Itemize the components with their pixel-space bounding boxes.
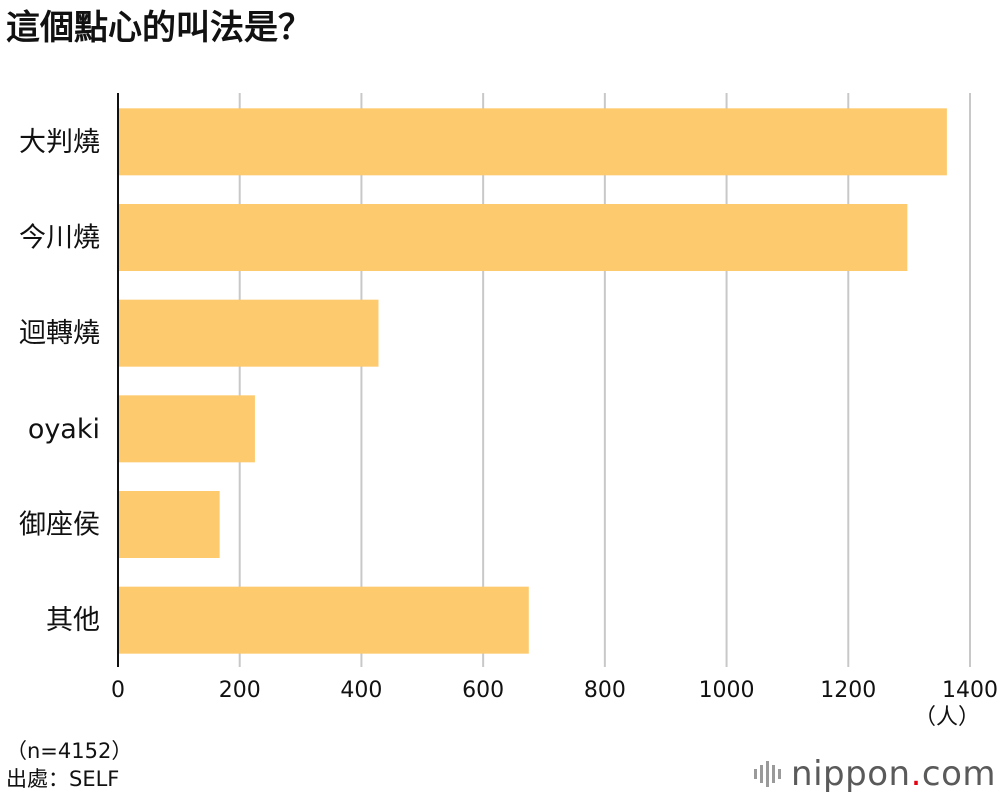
bar bbox=[118, 108, 947, 176]
bar bbox=[118, 395, 255, 463]
bar bbox=[118, 299, 379, 367]
x-tick-label: 800 bbox=[584, 678, 626, 703]
x-tick-label: 0 bbox=[111, 678, 125, 703]
category-label: oyaki bbox=[28, 414, 100, 445]
logo-suffix: com bbox=[921, 754, 996, 794]
nippon-logo: nippon.com bbox=[754, 752, 996, 796]
category-label: 御座侯 bbox=[19, 510, 100, 541]
bar bbox=[118, 491, 220, 558]
category-label: 大判燒 bbox=[19, 127, 100, 158]
source-note: 出處：SELF bbox=[6, 767, 120, 791]
logo-bars-icon bbox=[754, 761, 782, 787]
chart-title: 這個點心的叫法是？ bbox=[6, 8, 312, 48]
x-tick-label: 1000 bbox=[699, 678, 755, 703]
x-tick-label: 400 bbox=[340, 678, 382, 703]
x-axis-unit-label: （人） bbox=[914, 705, 980, 730]
x-tick-label: 600 bbox=[462, 678, 504, 703]
x-tick-label: 1200 bbox=[820, 678, 876, 703]
logo-wordmark: nippon.com bbox=[791, 757, 996, 791]
bar bbox=[118, 586, 529, 654]
bar bbox=[118, 204, 908, 271]
category-label: 其他 bbox=[46, 605, 100, 636]
logo-name: nippon bbox=[791, 754, 911, 794]
x-tick-label: 200 bbox=[219, 678, 261, 703]
category-label: 今川燒 bbox=[19, 223, 100, 254]
logo-dot: . bbox=[910, 754, 922, 794]
sample-size-note: （n=4152） bbox=[6, 739, 133, 763]
category-label: 迴轉燒 bbox=[19, 318, 100, 349]
x-tick-label: 1400 bbox=[942, 678, 998, 703]
